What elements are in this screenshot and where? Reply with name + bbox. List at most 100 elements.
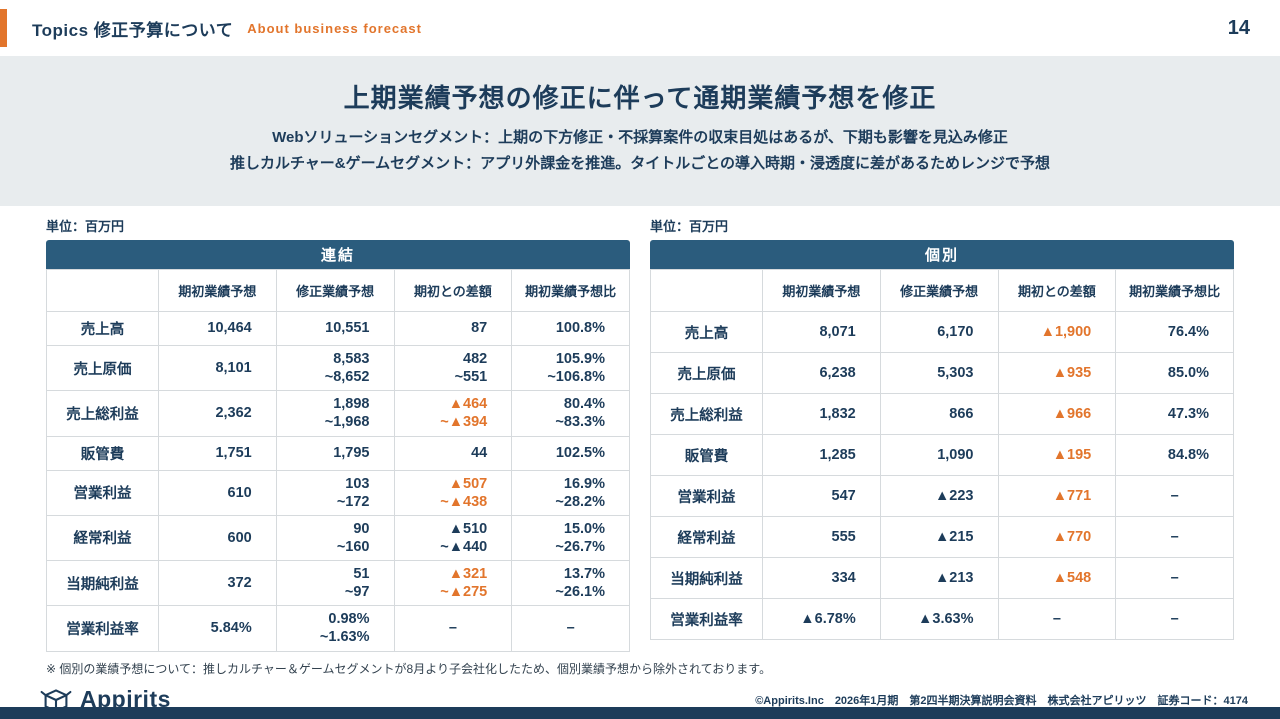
table-title-individual: 個別 <box>650 240 1234 269</box>
row-label: 販管費 <box>650 434 763 476</box>
row-label: 経常利益 <box>650 516 763 558</box>
accent-bar <box>0 9 7 47</box>
column-header: 期初業績予想 <box>762 269 881 312</box>
row-label: 経常利益 <box>46 514 159 562</box>
footer: Appirits ©Appirits.Inc 2026年1月期 第2四半期決算説… <box>0 677 1280 717</box>
table-row: 販管費 1,285 1,090 ▲195 84.8% <box>650 434 1234 476</box>
consolidated-table: 期初業績予想 修正業績予想 期初との差額 期初業績予想比 売上高 10,464 10,55… <box>46 269 630 652</box>
slide-subtitle-line1: Webソリューションセグメント：上期の下方修正・不採算案件の収束目処はあるが、下… <box>272 129 1008 146</box>
table-cell: 6,238 <box>762 352 881 394</box>
table-row: 営業利益率 5.84% 0.98% ~1.63% – – <box>46 605 630 652</box>
column-header-row: 期初業績予想 修正業績予想 期初との差額 期初業績予想比 <box>650 269 1234 312</box>
table-cell: 5.84% <box>158 605 277 652</box>
table-cell: 866 <box>879 393 999 435</box>
table-cell: – <box>1115 475 1234 517</box>
table-title-consolidated: 連結 <box>46 240 630 269</box>
column-header: 期初との差額 <box>393 269 513 312</box>
table-cell: 6,170 <box>879 311 999 353</box>
bottom-bar <box>0 707 1280 719</box>
unit-label-consolidated: 単位：百万円 <box>46 219 125 234</box>
row-label: 売上総利益 <box>46 390 159 437</box>
row-label: 販管費 <box>46 435 159 471</box>
copyright-text: ©Appirits.Inc 2026年1月期 第2四半期決算説明会資料 株式会社… <box>755 694 1248 707</box>
table-row: 売上高 8,071 6,170 ▲1,900 76.4% <box>650 311 1234 353</box>
table-row: 当期純利益 334 ▲213 ▲548– <box>650 557 1234 599</box>
table-cell: 555 <box>762 516 881 558</box>
topic-subtitle-en: About business forecast <box>247 20 422 36</box>
table-cell: ▲215 <box>879 516 999 558</box>
row-label: 売上高 <box>650 311 763 353</box>
row-label: 当期純利益 <box>650 557 763 599</box>
table-cell: 76.4% <box>1115 311 1234 353</box>
table-cell: 87 <box>393 311 513 346</box>
table-cell: 1,751 <box>158 435 277 471</box>
tables-row: 単位：百万円 連結 期初業績予想 修正業績予想 期初との差額 期初業績予想比 売上高 1… <box>46 210 1234 652</box>
table-cell: 51 ~97 <box>275 559 395 607</box>
table-row: 経常利益 600 90 ~160 ▲510 ~▲440 15.0% ~26.7% <box>46 514 630 562</box>
row-label: 売上原価 <box>46 344 159 392</box>
slide-title: 上期業績予想の修正に伴って通期業績予想を修正 <box>343 83 937 113</box>
table-cell: 15.0% ~26.7% <box>511 514 630 562</box>
row-label: 売上高 <box>46 311 159 346</box>
table-cell: ▲464 ~▲394 <box>393 390 513 437</box>
table-cell: 84.8% <box>1115 434 1234 476</box>
table-row: 売上総利益 2,362 1,898 ~1,968 ▲464 ~▲394 80.4% ~8… <box>46 390 630 437</box>
individual-table-block: 単位：百万円 個別 期初業績予想 修正業績予想 期初との差額 期初業績予想比 売上高 8… <box>650 210 1234 652</box>
table-cell: 1,832 <box>762 393 881 435</box>
table-cell: 2,362 <box>158 390 277 437</box>
table-cell: 100.8% <box>511 311 630 346</box>
column-header: 修正業績予想 <box>879 269 999 312</box>
table-cell: ▲966 <box>997 393 1117 435</box>
table-cell: – <box>511 605 630 652</box>
column-header: 修正業績予想 <box>275 269 395 312</box>
table-cell: 80.4% ~83.3% <box>511 390 630 437</box>
table-cell: 10,551 <box>275 311 395 346</box>
table-row: 売上高 10,464 10,551 87 100.8% <box>46 311 630 346</box>
consolidated-table-block: 単位：百万円 連結 期初業績予想 修正業績予想 期初との差額 期初業績予想比 売上高 1… <box>46 210 630 652</box>
table-cell: 0.98% ~1.63% <box>275 605 395 652</box>
column-header: 期初との差額 <box>997 269 1117 312</box>
table-cell: ▲321 ~▲275 <box>393 559 513 607</box>
table-cell: ▲223 <box>879 475 999 517</box>
table-row: 売上総利益 1,832 866 ▲966 47.3% <box>650 393 1234 435</box>
main-content: 単位：百万円 連結 期初業績予想 修正業績予想 期初との差額 期初業績予想比 売上高 1… <box>0 206 1280 677</box>
table-cell: ▲195 <box>997 434 1117 476</box>
table-cell: 8,583 ~8,652 <box>275 344 395 392</box>
table-cell: 13.7% ~26.1% <box>511 559 630 607</box>
table-cell: 1,898 ~1,968 <box>275 390 395 437</box>
column-header <box>46 269 159 312</box>
table-cell: 102.5% <box>511 435 630 471</box>
table-cell: 482 ~551 <box>393 344 513 392</box>
table-row: 経常利益 555 ▲215 ▲770– <box>650 516 1234 558</box>
table-cell: 105.9% ~106.8% <box>511 344 630 392</box>
table-cell: ▲213 <box>879 557 999 599</box>
table-cell: 8,071 <box>762 311 881 353</box>
top-header: Topics 修正予算について About business forecast … <box>0 0 1280 56</box>
column-header-row: 期初業績予想 修正業績予想 期初との差額 期初業績予想比 <box>46 269 630 312</box>
slide-subtitles: Webソリューションセグメント：上期の下方修正・不採算案件の収束目処はあるが、下… <box>0 125 1280 178</box>
table-row: 営業利益率 ▲6.78% ▲3.63% – – <box>650 598 1234 640</box>
table-row: 営業利益 610 103 ~172 ▲507 ~▲438 16.9% ~28.2% <box>46 469 630 516</box>
table-cell: 10,464 <box>158 311 277 346</box>
table-cell: ▲507 ~▲438 <box>393 469 513 516</box>
appirits-logo-icon <box>40 688 72 712</box>
table-row: 販管費 1,751 1,795 44 102.5% <box>46 435 630 471</box>
table-cell: ▲1,900 <box>997 311 1117 353</box>
table-cell: ▲935 <box>997 352 1117 394</box>
table-cell: 1,795 <box>275 435 395 471</box>
table-cell: 47.3% <box>1115 393 1234 435</box>
table-cell: 103 ~172 <box>275 469 395 516</box>
row-label: 売上原価 <box>650 352 763 394</box>
footnote: ※ 個別の業績予想について：推しカルチャー＆ゲームセグメントが8月より子会社化し… <box>46 661 772 676</box>
table-cell: – <box>393 605 513 652</box>
row-label: 営業利益率 <box>650 598 763 640</box>
table-cell: ▲770 <box>997 516 1117 558</box>
table-cell: ▲6.78% <box>762 598 881 640</box>
table-cell: 1,090 <box>879 434 999 476</box>
table-cell: 610 <box>158 469 277 516</box>
table-cell: ▲3.63% <box>879 598 999 640</box>
table-cell: 5,303 <box>879 352 999 394</box>
table-cell: 16.9% ~28.2% <box>511 469 630 516</box>
unit-label-individual: 単位：百万円 <box>650 219 729 234</box>
table-cell: 1,285 <box>762 434 881 476</box>
